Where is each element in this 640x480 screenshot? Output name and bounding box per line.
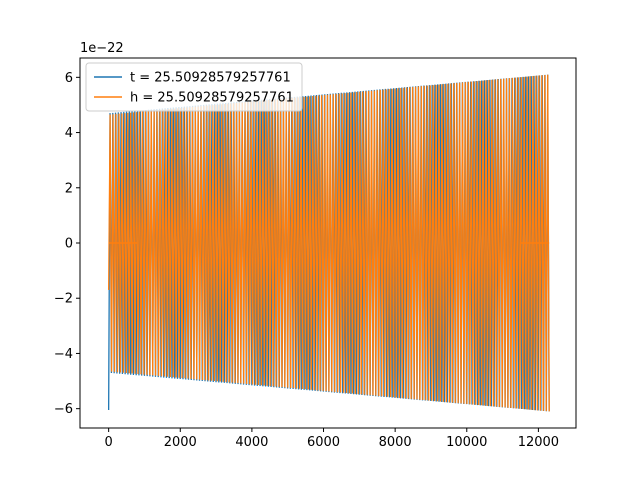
legend-label: t = 25.50928579257761 xyxy=(130,71,291,86)
y-tick-label: 4 xyxy=(65,126,73,141)
y-tick-label: −4 xyxy=(54,347,73,362)
plot-area xyxy=(108,74,550,412)
x-tick-label: 6000 xyxy=(307,435,340,450)
x-tick-label: 2000 xyxy=(164,435,197,450)
x-tick-label: 8000 xyxy=(379,435,412,450)
legend-box xyxy=(85,62,303,112)
legend: t = 25.50928579257761 h = 25.509285792577… xyxy=(85,62,303,112)
y-tick-label: 0 xyxy=(65,237,73,252)
x-tick-label: 10000 xyxy=(446,435,487,450)
series-line-0 xyxy=(108,74,550,412)
x-tick-label: 4000 xyxy=(235,435,268,450)
series-line-1 xyxy=(108,74,550,412)
x-tick-label: 0 xyxy=(105,435,113,450)
y-tick-label: −6 xyxy=(54,402,73,417)
y-axis: −6 −4 −2 0 2 4 6 xyxy=(54,71,80,417)
y-tick-label: 6 xyxy=(65,71,73,86)
x-axis: 0 2000 4000 6000 8000 10000 12000 xyxy=(105,428,559,450)
y-offset-label: 1e−22 xyxy=(80,41,124,56)
legend-label: h = 25.50928579257761 xyxy=(130,91,294,106)
y-tick-label: 2 xyxy=(65,181,73,196)
y-tick-label: −2 xyxy=(54,292,73,307)
x-tick-label: 12000 xyxy=(518,435,559,450)
